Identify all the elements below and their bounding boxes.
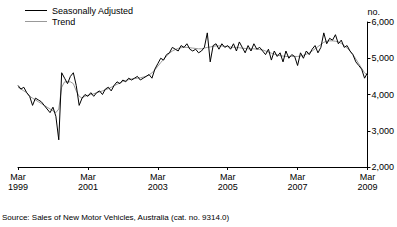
svg-text:Trend: Trend bbox=[52, 17, 75, 27]
svg-text:Mar: Mar bbox=[360, 172, 376, 182]
svg-text:Source: Sales of New Motor Veh: Source: Sales of New Motor Vehicles, Aus… bbox=[2, 213, 230, 222]
svg-text:Mar: Mar bbox=[220, 172, 236, 182]
svg-text:Seasonally Adjusted: Seasonally Adjusted bbox=[52, 6, 133, 16]
svg-text:1999: 1999 bbox=[8, 182, 28, 192]
svg-text:2009: 2009 bbox=[357, 182, 377, 192]
svg-text:Mar: Mar bbox=[150, 172, 166, 182]
svg-text:2005: 2005 bbox=[218, 182, 238, 192]
svg-text:Mar: Mar bbox=[290, 172, 306, 182]
svg-text:no.: no. bbox=[367, 7, 380, 17]
svg-text:5,000: 5,000 bbox=[371, 53, 394, 63]
svg-text:2,000: 2,000 bbox=[371, 162, 394, 172]
svg-text:2003: 2003 bbox=[148, 182, 168, 192]
svg-text:2007: 2007 bbox=[288, 182, 308, 192]
svg-text:Mar: Mar bbox=[80, 172, 96, 182]
svg-text:6,000: 6,000 bbox=[371, 17, 394, 27]
svg-text:3,000: 3,000 bbox=[371, 126, 394, 136]
svg-text:Mar: Mar bbox=[10, 172, 26, 182]
svg-text:4,000: 4,000 bbox=[371, 90, 394, 100]
svg-text:2001: 2001 bbox=[78, 182, 98, 192]
